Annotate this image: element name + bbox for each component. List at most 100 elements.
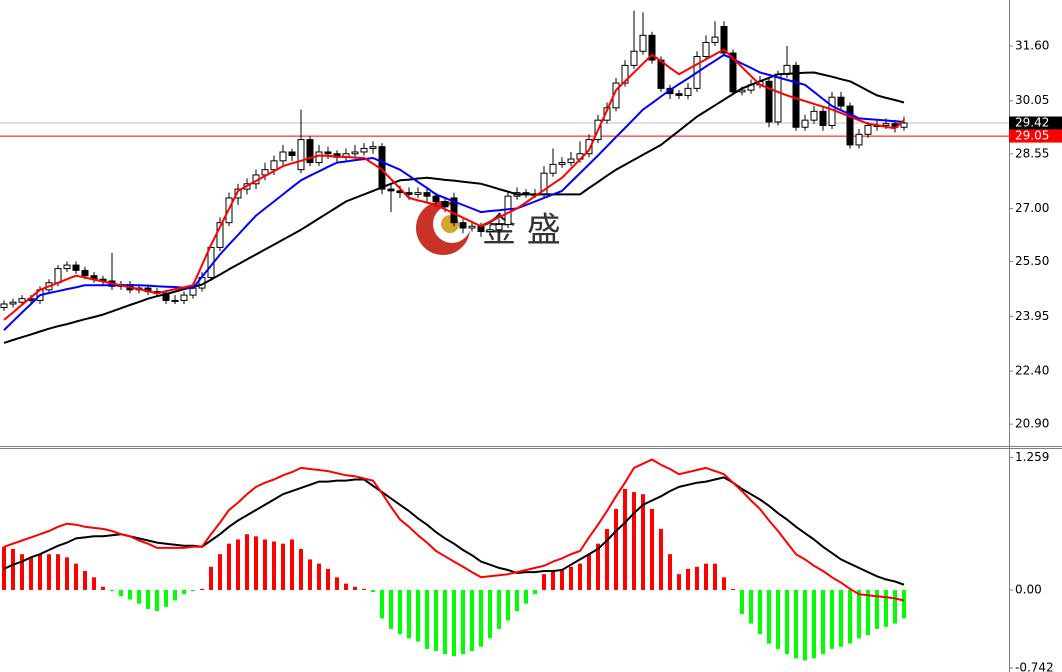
y-tick-label: -0.742	[1015, 661, 1054, 672]
candle-body	[855, 133, 863, 146]
candle-body	[774, 73, 782, 123]
candle-body	[9, 301, 17, 305]
candle-body	[360, 147, 368, 153]
candle-body	[171, 299, 179, 302]
histogram-bar	[227, 543, 231, 590]
y-tick-label: 31.60	[1015, 38, 1049, 52]
price-label-box	[1009, 129, 1062, 143]
candle-body	[486, 229, 494, 233]
indicator-line	[3, 476, 905, 586]
histogram-bar	[344, 583, 348, 590]
histogram-bar	[362, 588, 366, 590]
histogram-bar	[650, 508, 654, 590]
candle-body	[630, 50, 638, 66]
candle-body	[0, 303, 8, 309]
histogram-bar	[470, 589, 474, 651]
candle-body	[459, 222, 467, 229]
histogram-bar	[218, 554, 222, 590]
histogram-bar	[173, 589, 177, 601]
histogram-bar	[524, 589, 528, 604]
candle-body	[423, 192, 431, 197]
histogram-bar	[290, 539, 294, 590]
histogram-bar	[677, 574, 681, 590]
histogram-bar	[92, 577, 96, 590]
histogram-bar	[299, 548, 303, 590]
histogram-bar	[11, 548, 15, 590]
histogram-bar	[506, 589, 510, 621]
candle-body	[369, 146, 377, 149]
histogram-bar	[128, 589, 132, 600]
candle-body	[549, 163, 557, 174]
candle-body	[297, 139, 305, 171]
candle-body	[234, 188, 242, 199]
histogram-bar	[596, 543, 600, 590]
histogram-bar	[74, 563, 78, 590]
histogram-bar	[155, 589, 159, 611]
histogram-bar	[38, 554, 42, 590]
candle-body	[558, 162, 566, 165]
histogram-bar	[236, 539, 240, 590]
histogram-bar	[560, 568, 564, 590]
y-tick-label: 27.00	[1015, 201, 1049, 215]
candle-body	[675, 93, 683, 96]
candle-body	[72, 264, 80, 271]
histogram-bar	[740, 589, 744, 615]
histogram-bar	[308, 559, 312, 590]
candle-body	[495, 223, 503, 231]
histogram-bar	[794, 589, 798, 659]
candle-body	[180, 294, 188, 301]
histogram-bar	[830, 589, 834, 649]
histogram-bar	[353, 586, 357, 590]
histogram-bar	[776, 589, 780, 649]
histogram-bar	[605, 528, 609, 590]
y-tick-label: 23.95	[1015, 309, 1049, 323]
candle-body	[792, 64, 800, 128]
y-tick-label: 25.50	[1015, 254, 1049, 268]
histogram-bar	[614, 508, 618, 590]
histogram-bar	[380, 589, 384, 619]
candle-body	[603, 107, 611, 121]
histogram-bar	[20, 554, 24, 590]
histogram-bar	[191, 589, 195, 592]
candle-body	[864, 124, 872, 135]
y-tick-label: 30.05	[1015, 93, 1049, 107]
histogram-bar	[200, 588, 204, 590]
histogram-bar	[803, 589, 807, 661]
candle-body	[18, 298, 26, 303]
histogram-bar	[758, 589, 762, 635]
histogram-bar	[101, 586, 105, 590]
histogram-bar	[857, 589, 861, 639]
candle-body	[351, 151, 359, 155]
histogram-bar	[713, 563, 717, 590]
histogram-bar	[884, 589, 888, 627]
histogram-bar	[182, 589, 186, 595]
histogram-bar	[623, 488, 627, 590]
histogram-bar	[515, 589, 519, 611]
histogram-bar	[893, 589, 897, 624]
histogram-bar	[65, 557, 69, 590]
candle-body	[414, 192, 422, 195]
candle-body	[441, 200, 449, 208]
histogram-bar	[866, 589, 870, 636]
histogram-bar	[389, 589, 393, 629]
histogram-bar	[902, 589, 906, 619]
histogram-bar	[641, 494, 645, 590]
histogram-bar	[722, 577, 726, 590]
candle-body	[567, 158, 575, 164]
histogram-bar	[272, 541, 276, 590]
histogram-bar	[47, 554, 51, 590]
histogram-bar	[407, 589, 411, 639]
histogram-bar	[137, 589, 141, 604]
candle-body	[81, 269, 89, 277]
histogram-bar	[542, 574, 546, 590]
histogram-bar	[686, 568, 690, 590]
histogram-bar	[704, 563, 708, 590]
histogram-bar	[443, 589, 447, 655]
histogram-bar	[659, 528, 663, 590]
candle-body	[405, 192, 413, 195]
y-tick-label: 28.55	[1015, 146, 1049, 160]
histogram-bar	[245, 534, 249, 590]
histogram-bar	[731, 588, 735, 590]
histogram-bar	[848, 589, 852, 644]
